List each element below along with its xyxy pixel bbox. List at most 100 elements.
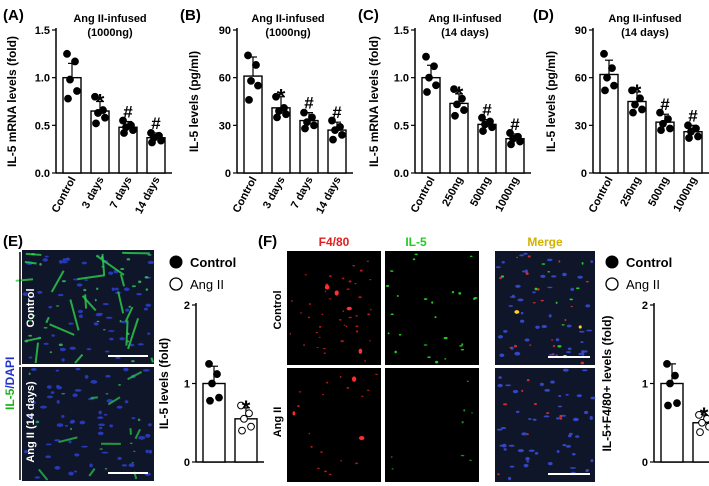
data-point	[685, 134, 693, 142]
texture	[528, 417, 532, 420]
texture	[61, 358, 65, 362]
texture	[98, 410, 102, 415]
texture	[81, 261, 87, 265]
data-point	[629, 108, 637, 117]
texture	[535, 325, 540, 329]
texture	[97, 431, 104, 436]
texture	[562, 368, 569, 372]
panel-letter-e: (E)	[3, 233, 23, 250]
texture	[308, 303, 312, 305]
texture	[569, 298, 573, 301]
texture	[316, 467, 320, 469]
texture	[74, 353, 84, 364]
y-tick-label: 0	[581, 168, 587, 180]
texture	[559, 414, 563, 418]
texture	[343, 324, 346, 326]
texture	[65, 257, 71, 262]
data-point	[608, 64, 616, 73]
texture	[497, 335, 504, 339]
y-tick-label: 1	[184, 379, 190, 391]
data-point	[673, 399, 681, 408]
y-tick-label: 60	[219, 73, 231, 85]
y-axis-label: IL-5 mRNA levels (fold)	[367, 36, 381, 167]
texture	[145, 303, 152, 307]
texture	[68, 322, 74, 325]
texture	[131, 417, 136, 420]
texture	[26, 336, 42, 342]
texture	[69, 299, 80, 331]
panel-b-title-line2: (1000ng)	[265, 27, 311, 39]
data-point	[247, 76, 255, 85]
texture	[15, 278, 34, 282]
texture	[345, 325, 348, 328]
texture	[505, 384, 512, 387]
x-tick-label: 14 days	[314, 175, 344, 216]
texture	[61, 261, 68, 264]
texture	[562, 443, 567, 447]
texture	[552, 344, 556, 348]
texture	[495, 266, 501, 269]
texture	[119, 337, 125, 341]
texture	[469, 255, 473, 258]
texture	[515, 410, 520, 414]
y-tick-label: 2	[642, 300, 648, 312]
texture	[143, 307, 149, 311]
texture	[318, 336, 321, 338]
texture	[502, 443, 507, 448]
texture	[460, 454, 465, 457]
texture	[513, 344, 518, 348]
texture	[144, 276, 149, 279]
texture	[307, 316, 311, 319]
data-point	[638, 105, 646, 114]
texture	[131, 285, 136, 288]
texture	[145, 449, 149, 454]
texture	[527, 255, 531, 258]
data-point	[659, 119, 667, 128]
texture	[315, 332, 319, 334]
x-tick-label: 7 days	[289, 175, 316, 211]
texture	[562, 272, 567, 277]
texture	[46, 395, 53, 399]
data-point	[479, 127, 487, 135]
data-point	[64, 94, 72, 103]
texture	[38, 468, 49, 481]
panel-a-title-line1: Ang II-infused	[73, 13, 146, 25]
data-point	[247, 422, 255, 431]
data-point	[695, 411, 703, 419]
texture	[423, 298, 428, 300]
data-point	[252, 61, 260, 69]
texture	[292, 411, 296, 416]
significance-marker: *	[455, 82, 464, 107]
texture	[503, 448, 507, 451]
texture	[585, 304, 591, 308]
texture	[390, 456, 393, 458]
texture	[24, 339, 29, 343]
texture	[31, 253, 36, 256]
texture	[578, 325, 582, 329]
texture	[101, 451, 109, 454]
texture	[534, 451, 539, 455]
texture	[84, 294, 88, 309]
texture	[517, 449, 524, 453]
data-point	[282, 110, 290, 119]
data-point	[481, 120, 489, 129]
significance-marker: *	[700, 403, 709, 428]
data-point	[663, 359, 671, 368]
y-axis-label: IL-5 mRNA levels (fold)	[5, 36, 19, 167]
texture	[499, 276, 502, 280]
texture	[581, 350, 585, 354]
texture	[123, 287, 130, 292]
texture	[125, 320, 129, 346]
data-point	[303, 118, 311, 127]
data-point	[430, 62, 438, 71]
texture	[443, 336, 448, 340]
texture	[129, 442, 133, 445]
texture	[366, 260, 370, 262]
texture	[102, 329, 106, 331]
texture	[547, 462, 553, 466]
x-tick-label: 3 days	[80, 175, 107, 211]
data-point	[237, 401, 245, 410]
texture	[555, 301, 558, 304]
texture	[126, 258, 131, 261]
texture	[558, 394, 562, 398]
